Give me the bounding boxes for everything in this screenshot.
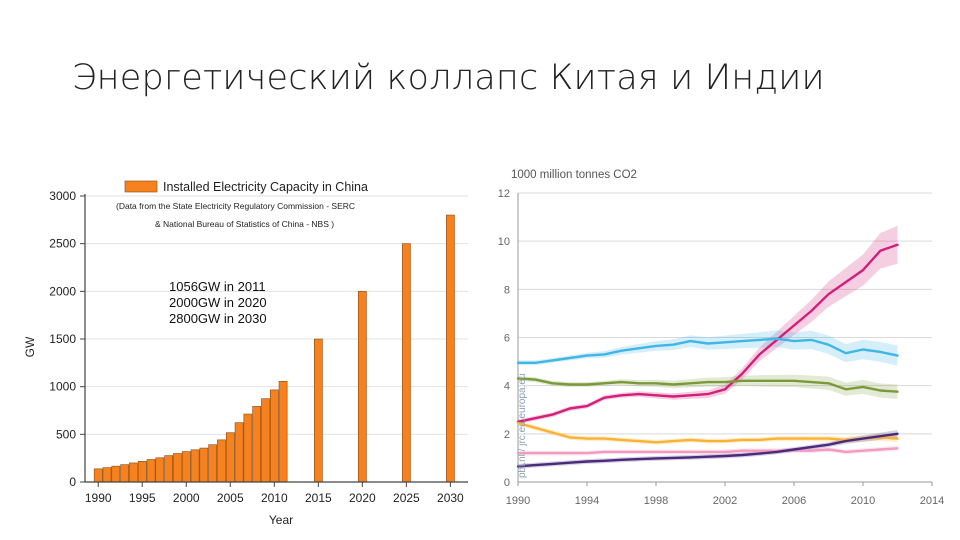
capacity-bar	[252, 406, 262, 483]
capacity-bar	[357, 291, 367, 483]
right-x-tick-label: 2002	[713, 495, 737, 507]
legend-subtitle-line-2: & National Bureau of Statistics of China…	[155, 219, 334, 229]
capacity-bar	[102, 467, 112, 483]
y-axis-unit-label: 1000 million tonnes CO2	[511, 169, 637, 181]
left-x-tick-label: 2015	[305, 491, 332, 505]
capacity-bar	[181, 451, 191, 483]
right-y-tick-label: 2	[504, 429, 510, 441]
right-x-tick-labels: 1990 1994 1998 2002 2006 2010 2014	[506, 495, 944, 507]
left-bars	[93, 214, 455, 483]
capacity-bar	[155, 457, 165, 483]
right-x-tick-label: 1994	[575, 495, 599, 507]
emissions-series-line	[516, 337, 899, 365]
left-x-tick-label: 2010	[261, 491, 288, 505]
capacity-bar	[278, 381, 288, 483]
left-x-tick-label: 2020	[349, 491, 376, 505]
right-x-tick-label: 2010	[851, 495, 875, 507]
y-axis-label: GW	[23, 336, 37, 357]
right-y-tick-label: 6	[504, 333, 510, 345]
capacity-bar	[234, 422, 244, 483]
left-y-tick-label: 3000	[49, 189, 76, 203]
capacity-bar	[120, 464, 129, 483]
right-x-tick-label: 1998	[644, 495, 668, 507]
capacity-bar	[261, 398, 270, 483]
capacity-bar	[137, 461, 147, 483]
capacity-bar	[208, 444, 218, 483]
left-y-tick-label: 1500	[49, 332, 76, 346]
capacity-bar	[199, 447, 209, 483]
right-series-lines	[516, 243, 899, 468]
capacity-bar	[111, 465, 121, 483]
capacity-bar	[313, 338, 323, 483]
left-axes	[84, 194, 468, 487]
capacity-bar	[93, 468, 103, 483]
right-y-tick-label: 12	[498, 188, 510, 200]
right-y-tick-label: 8	[504, 284, 510, 296]
annotation-line-1: 1056GW in 2011	[169, 279, 266, 294]
capacity-bar	[217, 439, 226, 483]
capacity-bar	[446, 214, 455, 483]
left-y-tick-labels: 0 500 1000 1500 2000 2500 3000	[49, 189, 76, 489]
capacity-bar	[164, 455, 173, 483]
left-x-tick-label: 2000	[173, 491, 200, 505]
right-y-tick-label: 4	[504, 381, 510, 393]
capacity-bar	[129, 462, 138, 483]
emissions-series-line	[516, 243, 899, 423]
legend-swatch	[124, 180, 158, 193]
right-x-tick-label: 2014	[920, 495, 944, 507]
co2-emissions-chart: 0 2 4 6 8 10 12 1990 1994 1998 2002 2006 2010 2014 1…	[498, 169, 944, 507]
emissions-series-line	[516, 447, 899, 455]
left-x-tick-label: 2030	[437, 491, 464, 505]
right-x-tick-label: 2006	[782, 495, 806, 507]
legend-label: Installed Electricity Capacity in China	[163, 180, 368, 194]
x-axis-label: Year	[269, 513, 293, 527]
right-y-tick-label: 10	[498, 236, 510, 248]
emissions-series-line	[516, 432, 899, 468]
left-y-tick-label: 2000	[49, 284, 76, 298]
left-x-tick-label: 2025	[393, 491, 420, 505]
capacity-bar	[402, 243, 411, 483]
left-y-tick-label: 1000	[49, 380, 76, 394]
capacity-bar	[190, 449, 200, 483]
legend-subtitle-line-1: (Data from the State Electricity Regulat…	[116, 201, 355, 211]
slide-title: Энергетический коллапс Китая и Индии	[72, 58, 825, 98]
china-capacity-chart: 0 500 1000 1500 2000 2500 3000 1990 1995 2000 200…	[23, 180, 468, 527]
capacity-bar	[269, 389, 279, 483]
right-y-tick-labels: 0 2 4 6 8 10 12	[498, 188, 510, 489]
left-x-tick-labels: 1990 1995 2000 2005 2010 2015 2020 2025 2030	[85, 491, 464, 505]
capacity-bar	[173, 453, 182, 483]
left-y-tick-label: 500	[56, 427, 76, 441]
left-y-tick-label: 2500	[49, 237, 76, 251]
source-watermark: pbl.nl / jrc.eu.europa.eu	[517, 373, 528, 478]
left-x-tick-label: 1995	[129, 491, 156, 505]
right-y-tick-label: 0	[504, 477, 510, 489]
uncertainty-band	[518, 330, 898, 366]
annotation-line-3: 2800GW in 2030	[169, 311, 267, 326]
annotation-line-2: 2000GW in 2020	[169, 295, 267, 310]
emissions-series-line	[516, 377, 899, 393]
right-uncertainty-bands	[518, 225, 898, 469]
capacity-bar	[243, 413, 253, 483]
capacity-bar	[225, 432, 235, 483]
right-x-tick-label: 1990	[506, 495, 530, 507]
capacity-bar	[146, 459, 156, 483]
emissions-series-line	[516, 421, 899, 444]
left-y-tick-label: 0	[69, 475, 76, 489]
left-x-tick-label: 2005	[217, 491, 244, 505]
left-x-tick-label: 1990	[85, 491, 112, 505]
